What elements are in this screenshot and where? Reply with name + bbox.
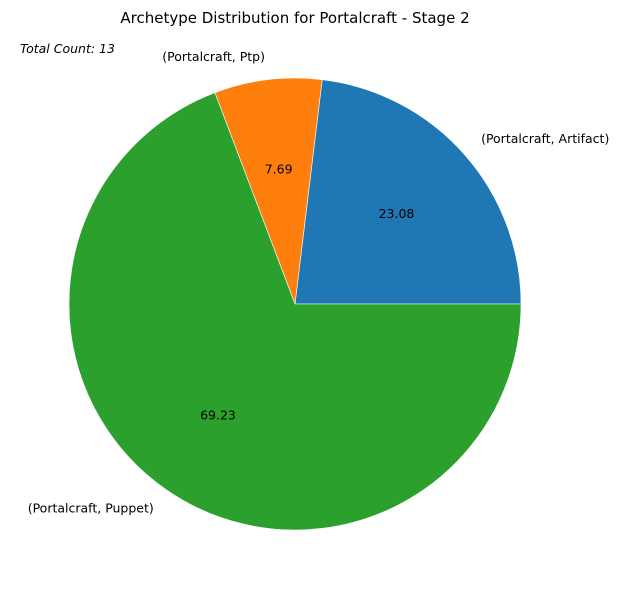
slice-label-0: (Portalcraft, Artifact) [481, 131, 609, 146]
slice-percent-0: 23.08 [379, 206, 415, 221]
pie-slice-2 [68, 92, 522, 531]
pie-slice-0 [294, 79, 522, 305]
chart-title: Archetype Distribution for Portalcraft -… [120, 9, 469, 27]
pie-labels: (Portalcraft, Artifact) 23.08 (Portalcraft… [28, 49, 610, 515]
slice-percent-2: 69.23 [200, 408, 236, 423]
slice-label-2: (Portalcraft, Puppet) [28, 501, 154, 516]
pie-slices [68, 77, 522, 531]
total-count-annotation: Total Count: 13 [20, 41, 115, 56]
slice-label-1: (Portalcraft, Ptp) [162, 49, 265, 64]
pie-slice-1 [214, 77, 323, 305]
slice-percent-1: 7.69 [265, 161, 293, 176]
